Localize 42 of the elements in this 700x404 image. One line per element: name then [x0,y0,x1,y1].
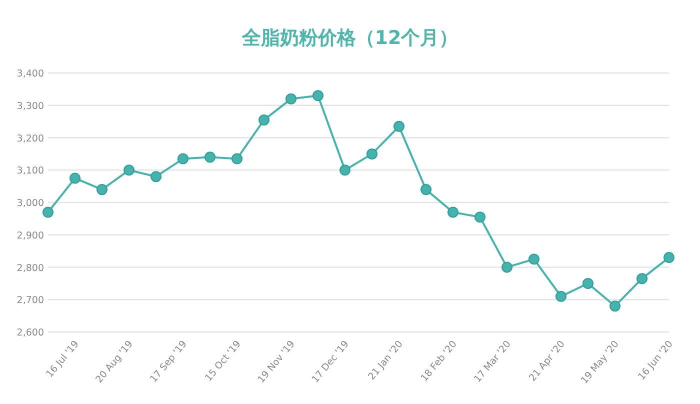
point [232,153,242,164]
y-tick-label: 2,700 [16,295,44,306]
point [286,93,296,104]
point [258,114,270,126]
point [502,262,512,273]
x-tick-label: 16 Jun '20 [636,338,676,382]
y-tick-label: 3,100 [16,166,44,177]
point [528,254,540,265]
point [664,252,674,264]
y-tick-label: 2,800 [16,262,44,274]
point [70,172,80,184]
y-tick-label: 3,000 [16,198,44,209]
y-tick-label: 3,400 [16,68,44,80]
point [394,120,404,132]
point [312,90,324,102]
point [610,300,620,312]
point [204,152,216,163]
y-tick-label: 2,900 [16,230,44,242]
y-tick-label: 2,600 [16,328,44,338]
point [636,273,648,284]
point [150,171,162,182]
x-tick-label: 18 Feb '20 [418,338,460,384]
point [96,184,108,196]
point [420,184,432,196]
point [556,290,566,302]
y-tick-label: 3,300 [16,100,44,112]
point [448,206,458,218]
y-tick-label: 3,200 [16,133,44,144]
x-tick-label: 16 Jul '19 [44,338,82,380]
point [582,278,594,289]
point [178,153,188,164]
point [366,148,378,160]
chart-title: 全脂奶粉价格（12个月） [240,27,458,49]
x-tick-label: 15 Oct '19 [203,338,244,384]
point [340,164,350,176]
x-tick-label: 21 Jan '20 [366,338,406,382]
point [124,164,134,176]
x-tick-label: 21 Apr '20 [527,338,568,384]
x-tick-label: 17 Sep '19 [148,338,190,385]
point [474,212,486,223]
x-tick-label: 17 Dec '19 [310,338,352,386]
point [42,206,54,218]
